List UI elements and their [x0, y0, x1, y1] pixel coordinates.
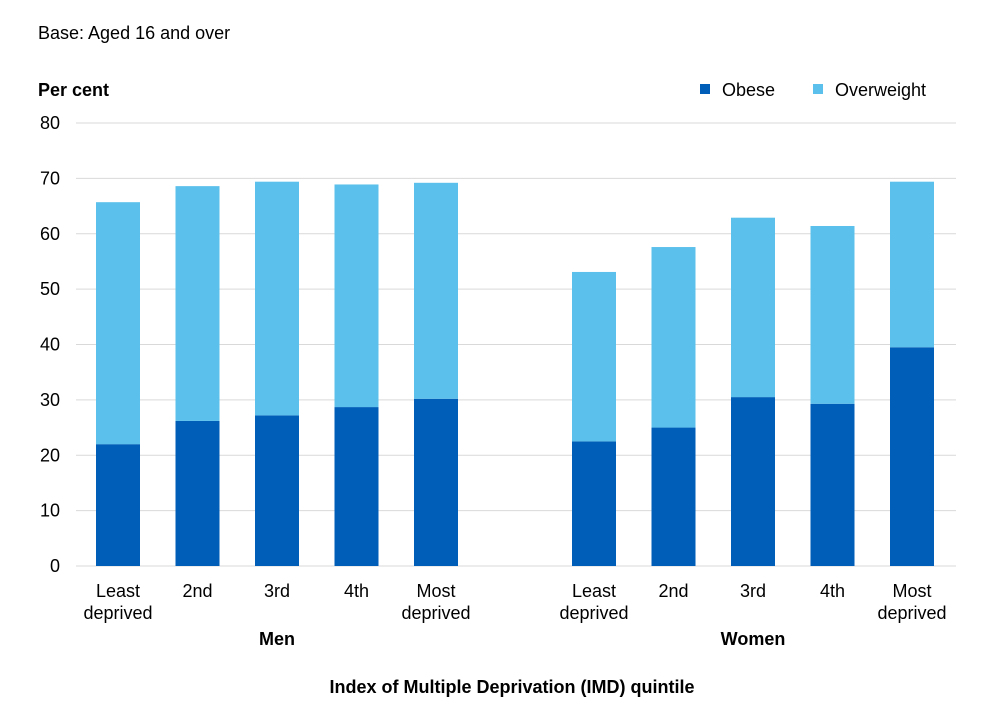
legend-label-overweight: Overweight: [835, 80, 926, 100]
bar-obese-men-3: [255, 415, 299, 566]
x-category-label: Least deprived: [83, 581, 152, 623]
bar-obese-women-4: [810, 403, 855, 566]
chart-subtitle: Base: Aged 16 and over: [38, 23, 230, 43]
bar-obese-women-3: [731, 397, 775, 566]
y-tick-label: 60: [40, 224, 60, 244]
y-tick-label: 80: [40, 113, 60, 133]
x-axis-categories: Least deprived 2nd 3rd 4th Most deprived Least d…: [83, 581, 946, 623]
bar-overweight-men-2: [175, 186, 220, 421]
y-tick-label: 0: [50, 556, 60, 576]
gridlines: [76, 122, 956, 567]
bar-obese-women-1: [572, 441, 616, 566]
y-tick-label: 10: [40, 501, 60, 521]
x-category-label: Most deprived: [877, 581, 946, 623]
y-tick-label: 50: [40, 279, 60, 299]
y-tick-label: 30: [40, 390, 60, 410]
bar-overweight-women-4: [810, 225, 855, 404]
bar-obese-men-5: [414, 398, 458, 566]
group-labels: Men Women: [259, 629, 785, 649]
legend: Obese Overweight: [700, 80, 926, 100]
y-tick-label: 20: [40, 445, 60, 465]
group-label-men: Men: [259, 629, 295, 649]
y-axis-unit-label: Per cent: [38, 80, 109, 100]
bar-obese-women-5: [890, 347, 934, 566]
bar-overweight-men-4: [334, 184, 379, 408]
bar-overweight-men-1: [96, 202, 140, 445]
group-label-women: Women: [721, 629, 786, 649]
y-tick-label: 40: [40, 335, 60, 355]
legend-swatch-obese: [700, 84, 710, 94]
bar-overweight-women-5: [890, 181, 934, 348]
bars: [96, 181, 934, 566]
bar-overweight-men-5: [414, 182, 458, 399]
y-tick-label: 70: [40, 168, 60, 188]
bar-obese-men-4: [334, 407, 379, 566]
x-category-label: 2nd: [182, 581, 212, 601]
bar-overweight-women-2: [651, 247, 696, 428]
x-category-label: 4th: [820, 581, 845, 601]
x-category-label: Least deprived: [559, 581, 628, 623]
bar-overweight-men-3: [255, 181, 299, 416]
x-category-label: 3rd: [264, 581, 290, 601]
bar-obese-women-2: [651, 427, 696, 566]
bar-obese-men-2: [175, 420, 220, 566]
x-axis-title: Index of Multiple Deprivation (IMD) quin…: [330, 677, 695, 697]
bar-obese-men-1: [96, 444, 140, 566]
x-category-label: Most deprived: [401, 581, 470, 623]
legend-swatch-overweight: [813, 84, 823, 94]
bar-overweight-women-3: [731, 217, 775, 398]
legend-label-obese: Obese: [722, 80, 775, 100]
bar-overweight-women-1: [572, 271, 616, 442]
x-category-label: 3rd: [740, 581, 766, 601]
y-axis-ticks: 0 10 20 30 40 50 60 70 80: [40, 113, 60, 576]
x-category-label: 4th: [344, 581, 369, 601]
x-category-label: 2nd: [658, 581, 688, 601]
